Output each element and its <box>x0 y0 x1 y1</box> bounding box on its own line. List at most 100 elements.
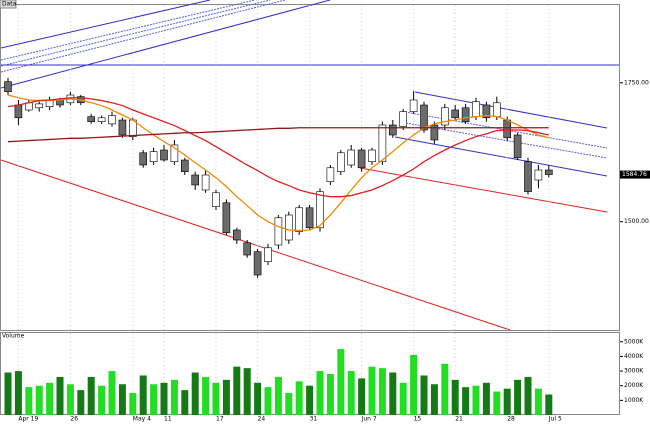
candle-body <box>461 107 470 122</box>
trendline <box>0 0 271 67</box>
candle-body <box>160 149 168 161</box>
x-tick-label: 26 <box>70 416 78 423</box>
trendline <box>0 0 331 89</box>
moving-average <box>7 97 549 198</box>
y-tick-label: 1750.00 <box>624 79 649 86</box>
volume-bar <box>87 376 95 415</box>
channel-line <box>414 91 608 129</box>
volume-bar <box>108 371 116 415</box>
volume-bar <box>326 374 334 415</box>
candle-body <box>233 229 241 241</box>
volume-bar <box>254 382 262 415</box>
volume-bar <box>66 384 74 415</box>
volume-bar <box>129 393 137 415</box>
candle-body <box>451 109 460 119</box>
volume-tick-label: 2000K <box>624 382 644 389</box>
volume-bar <box>316 371 324 415</box>
candle-body <box>295 207 304 232</box>
candle-body <box>524 161 532 192</box>
candle-body <box>534 169 543 181</box>
volume-bar <box>118 384 126 415</box>
volume-tick-label: 5000K <box>624 338 644 345</box>
trendlines <box>0 0 619 331</box>
channel-line <box>399 121 608 159</box>
volume-bar <box>524 376 532 415</box>
trendline <box>0 159 511 331</box>
candle-body <box>482 104 491 119</box>
candle-body <box>492 102 501 117</box>
candle-body <box>336 152 345 172</box>
volume-bar <box>274 376 282 415</box>
volume-bar <box>420 375 428 415</box>
volume-bar <box>285 393 293 415</box>
volume-bar <box>358 378 366 415</box>
chart-title: Data <box>2 1 17 8</box>
volume-tick-label: 3000K <box>624 368 644 375</box>
x-tick-label: 17 <box>216 416 224 423</box>
candle-body <box>139 152 147 166</box>
volume-bar <box>181 390 189 415</box>
volume-bar <box>56 376 64 415</box>
trendline <box>0 0 256 61</box>
candle-body <box>326 167 335 182</box>
moving-average <box>7 94 549 232</box>
x-tick-label: 15 <box>414 416 422 423</box>
last-price-label: 1584.76 <box>622 171 647 178</box>
volume-bar <box>472 385 480 415</box>
candle-body <box>191 174 199 186</box>
y-tick-label: 1500.00 <box>624 218 649 225</box>
volume-bar <box>212 382 220 415</box>
volume-tick-label: 4000K <box>624 353 644 360</box>
x-tick-label: 31 <box>310 416 318 423</box>
volume-bar <box>462 387 470 415</box>
volume-bar <box>534 388 542 415</box>
candle-body <box>201 174 210 191</box>
candle-body <box>378 124 387 162</box>
candle-body <box>35 103 44 109</box>
volume-bar <box>368 366 376 415</box>
volume-bar <box>503 388 511 415</box>
x-tick-label: Jun 7 <box>361 416 377 423</box>
x-tick-label: Apr 19 <box>18 416 38 423</box>
trendline <box>0 0 211 49</box>
candle-body <box>243 242 251 256</box>
candle-body <box>87 116 95 122</box>
volume-bar <box>410 354 418 415</box>
volume-bar <box>441 363 449 415</box>
candle-body <box>368 149 376 162</box>
volume-bar <box>160 382 168 415</box>
candle-body <box>316 191 324 229</box>
volume-bar <box>139 375 147 415</box>
x-tick-label: 24 <box>258 416 266 423</box>
volume-tick-label: 1000K <box>624 397 644 404</box>
volume-bar <box>337 349 345 415</box>
trendline <box>0 0 286 73</box>
candle-body <box>503 119 512 139</box>
volume-bar <box>264 387 272 415</box>
volume-bar <box>451 379 459 415</box>
x-tick-label: 21 <box>455 416 463 423</box>
volume-bar <box>233 366 241 415</box>
volume-bar <box>243 368 251 415</box>
volume-bar <box>545 394 553 415</box>
volume-bar <box>306 385 314 415</box>
volume-bar <box>98 385 106 415</box>
last-price-box <box>620 170 650 179</box>
candle-body <box>149 151 158 162</box>
volume-bar <box>430 384 438 415</box>
volume-bar <box>514 379 522 415</box>
candle-body <box>14 104 23 119</box>
candle-body <box>222 202 231 234</box>
candle-body <box>420 104 428 131</box>
volume-bar <box>222 379 230 415</box>
candle-body <box>108 115 116 125</box>
candle-body <box>399 111 408 127</box>
candle-body <box>170 144 179 162</box>
x-tick-label: Jul 5 <box>548 416 562 423</box>
volume-bar <box>191 372 199 415</box>
volume-bar <box>4 372 12 415</box>
volume-bar <box>14 371 22 415</box>
moving-average <box>7 127 549 143</box>
volume-bar <box>347 371 355 415</box>
